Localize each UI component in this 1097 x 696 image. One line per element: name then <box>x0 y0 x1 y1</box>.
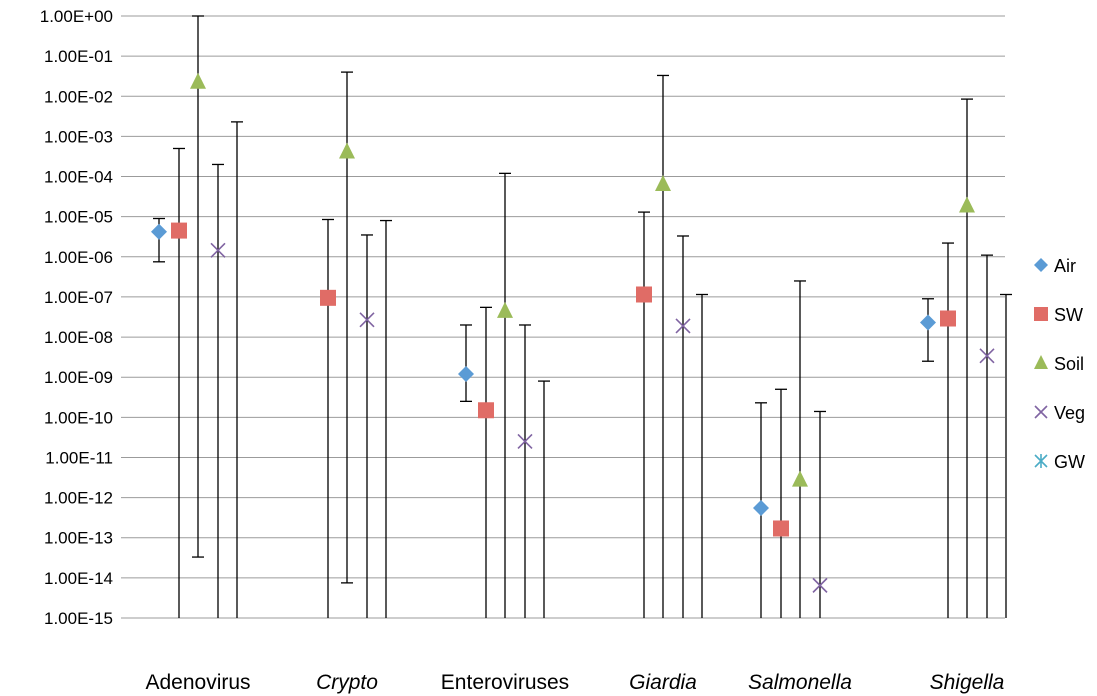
data-point-soil <box>497 301 513 318</box>
data-point-sw <box>940 310 956 327</box>
data-point-veg <box>210 242 226 258</box>
y-tick-label: 1.00E-13 <box>44 529 113 548</box>
data-point-air <box>753 500 769 517</box>
y-axis-tick-labels: 1.00E+00 1.00E-01 1.00E-02 1.00E-03 1.00E-04… <box>40 7 113 628</box>
legend-label: GW <box>1054 452 1085 472</box>
data-point-soil <box>190 72 206 89</box>
legend-marker-gw <box>1034 454 1048 468</box>
data-point-sw <box>636 286 652 303</box>
x-tick-label: Crypto <box>316 671 378 694</box>
data-point-sw <box>773 520 789 537</box>
x-tick-label: Shigella <box>930 671 1005 694</box>
legend-label: Air <box>1054 256 1076 276</box>
data-point-veg <box>359 312 375 328</box>
x-tick-label: Adenovirus <box>145 671 250 694</box>
y-tick-label: 1.00E-07 <box>44 288 113 307</box>
y-tick-label: 1.00E-04 <box>44 168 113 187</box>
x-tick-label: Giardia <box>629 671 697 694</box>
data-markers <box>151 72 995 593</box>
y-tick-label: 1.00E-14 <box>44 569 113 588</box>
data-point-soil <box>792 470 808 487</box>
y-tick-label: 1.00E-08 <box>44 328 113 347</box>
x-tick-label: Salmonella <box>748 671 852 694</box>
data-point-sw <box>171 222 187 239</box>
error-bars <box>153 15 1012 618</box>
x-tick-label: Enteroviruses <box>441 671 569 694</box>
data-point-veg <box>812 577 828 593</box>
x-axis-category-labels: Adenovirus Crypto Enteroviruses Giardia Salm… <box>145 671 1004 694</box>
y-tick-label: 1.00E-12 <box>44 489 113 508</box>
y-tick-label: 1.00E-15 <box>44 609 113 628</box>
legend-marker-sw <box>1034 307 1048 321</box>
y-tick-label: 1.00E-06 <box>44 248 113 267</box>
data-point-soil <box>655 175 671 192</box>
y-tick-label: 1.00E-09 <box>44 368 113 387</box>
y-tick-label: 1.00E-03 <box>44 127 113 146</box>
data-point-veg <box>675 318 691 334</box>
y-tick-label: 1.00E+00 <box>40 7 113 26</box>
legend-label: Soil <box>1054 354 1084 374</box>
data-point-soil <box>959 196 975 213</box>
gridlines <box>121 15 1005 619</box>
data-point-veg <box>517 433 533 450</box>
data-point-air <box>920 314 936 331</box>
legend-marker-soil <box>1034 355 1048 369</box>
data-point-air <box>458 366 474 383</box>
legend-marker-veg <box>1034 405 1048 419</box>
data-point-veg <box>979 348 995 364</box>
y-tick-label: 1.00E-11 <box>45 448 113 467</box>
y-tick-label: 1.00E-05 <box>44 208 113 227</box>
legend-label: SW <box>1054 305 1083 325</box>
data-point-sw <box>478 402 494 419</box>
y-tick-label: 1.00E-02 <box>44 87 113 106</box>
y-tick-label: 1.00E-01 <box>44 47 113 66</box>
y-tick-label: 1.00E-10 <box>44 408 113 427</box>
data-point-sw <box>320 289 336 306</box>
data-point-air <box>151 223 167 240</box>
legend: Air SW Soil Veg GW <box>1034 256 1085 472</box>
data-point-soil <box>339 142 355 159</box>
legend-marker-air <box>1034 258 1048 272</box>
legend-label: Veg <box>1054 403 1085 423</box>
